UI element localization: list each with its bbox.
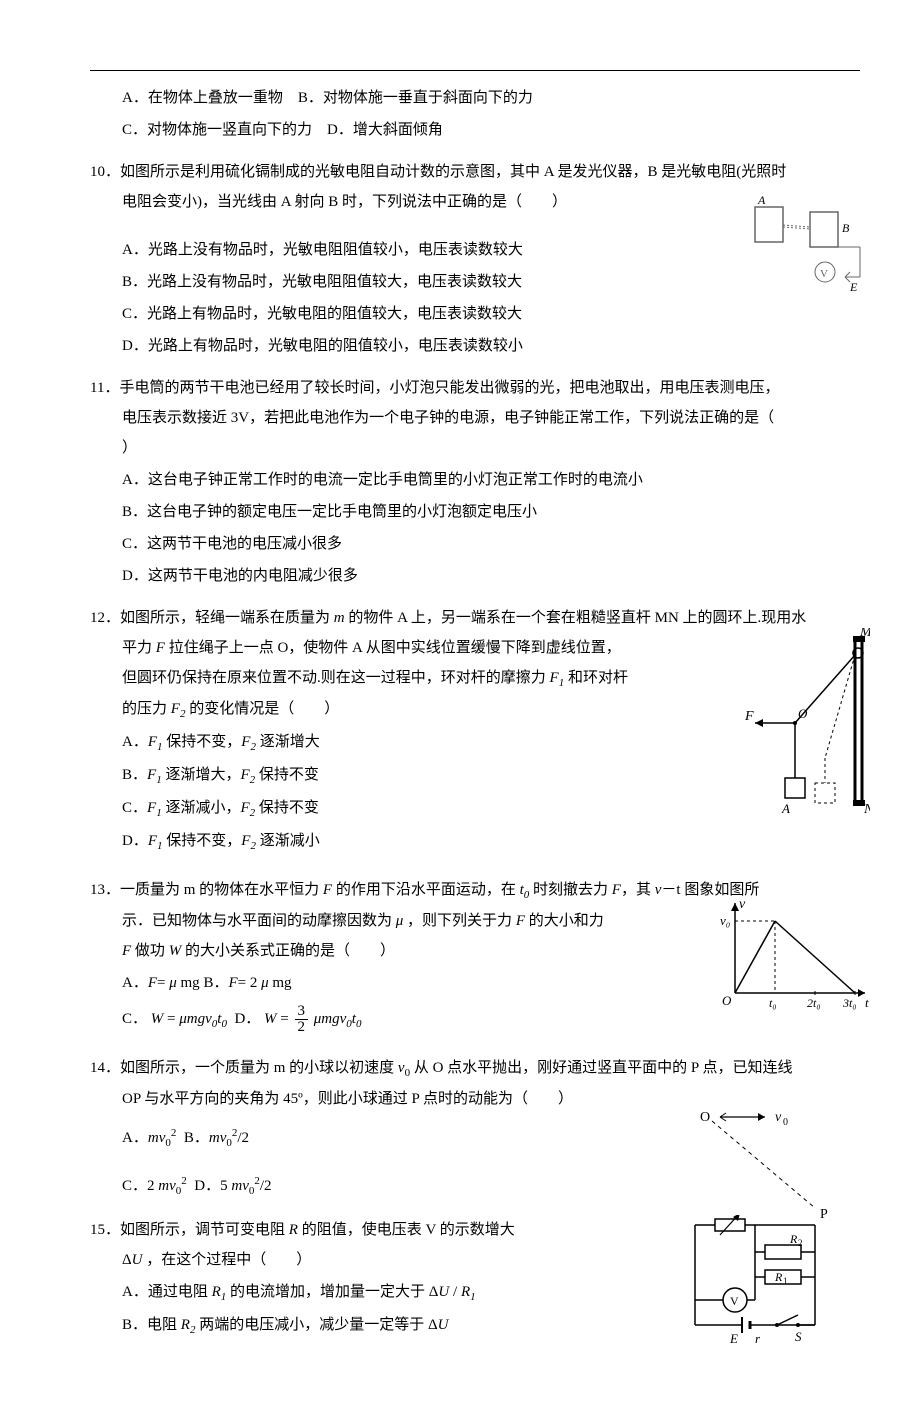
svg-text:O: O xyxy=(798,706,808,721)
svg-text:1: 1 xyxy=(783,1276,788,1286)
q14-figure: O v 0 P xyxy=(690,1103,850,1223)
svg-text:v: v xyxy=(739,897,746,912)
q15: 15．如图所示，调节可变电阻 R 的阻值，使电压表 V 的示数增大 ΔU ，在这… xyxy=(90,1215,860,1355)
q15-figure: R R 2 R 1 V E r xyxy=(680,1215,830,1345)
q12: 12．如图所示，轻绳一端系在质量为 m 的物件 A 上，另一端系在一个套在粗糙竖… xyxy=(90,603,860,857)
svg-text:E: E xyxy=(849,280,858,294)
q11-stem-line1: 11．手电筒的两节干电池已经用了较长时间，小灯泡只能发出微弱的光，把电池取出，用… xyxy=(90,373,860,403)
q12-figure: M N O F A xyxy=(740,628,870,818)
svg-text:t₀: t₀ xyxy=(769,996,777,1010)
svg-text:v₀: v₀ xyxy=(720,913,730,928)
svg-text:B: B xyxy=(842,221,850,235)
svg-text:N: N xyxy=(863,802,870,817)
svg-text:R: R xyxy=(789,1232,798,1246)
q10-optD: D．光路上有物品时，光敏电阻的阻值较小，电压表读数较小 xyxy=(122,331,860,361)
svg-text:S: S xyxy=(795,1329,802,1344)
q11-optA: A．这台电子钟正常工作时的电流一定比手电筒里的小灯泡正常工作时的电流小 xyxy=(122,465,860,495)
q11-optB: B．这台电子钟的额定电压一定比手电筒里的小灯泡额定电压小 xyxy=(122,497,860,527)
q13-figure: v t O v₀ t₀ 2t₀ 3t₀ xyxy=(715,893,875,1018)
svg-text:v: v xyxy=(775,1110,782,1125)
page-top-rule xyxy=(90,70,860,71)
svg-text:2t₀: 2t₀ xyxy=(807,996,821,1010)
svg-text:O: O xyxy=(722,993,732,1008)
svg-text:r: r xyxy=(755,1331,761,1345)
svg-text:V: V xyxy=(820,268,828,280)
q9-optA: A．在物体上叠放一重物 xyxy=(122,90,283,106)
q9-optB: B．对物体施一垂直于斜面向下的力 xyxy=(298,90,533,106)
q11-optD: D．这两节干电池的内电阻减少很多 xyxy=(122,561,860,591)
q10: 10．如图所示是利用硫化镉制成的光敏电阻自动计数的示意图，其中 A 是发光仪器，… xyxy=(90,157,860,361)
q11-optC: C．这两节干电池的电压减小很多 xyxy=(122,529,860,559)
q10-stem-line2: 电阻会变小)，当光线由 A 射向 B 时，下列说法中正确的是（ ） xyxy=(90,187,860,217)
q9-options: A．在物体上叠放一重物 B．对物体施一垂直于斜面向下的力 C．对物体施一竖直向下… xyxy=(90,83,860,145)
svg-text:F: F xyxy=(744,709,754,724)
q10-optC: C．光路上有物品时，光敏电阻的阻值较大，电压表读数较大 xyxy=(122,299,860,329)
svg-text:2: 2 xyxy=(798,1238,803,1248)
svg-text:M: M xyxy=(859,628,870,640)
q9-optD: D．增大斜面倾角 xyxy=(327,122,443,138)
q14: 14．如图所示，一个质量为 m 的小球以初速度 v0 从 O 点水平抛出，刚好通… xyxy=(90,1053,860,1203)
q14-stem-line1: 14．如图所示，一个质量为 m 的小球以初速度 v0 从 O 点水平抛出，刚好通… xyxy=(90,1053,860,1084)
q10-figure: A B V E xyxy=(750,187,870,297)
q11: 11．手电筒的两节干电池已经用了较长时间，小灯泡只能发出微弱的光，把电池取出，用… xyxy=(90,373,860,591)
svg-text:t: t xyxy=(865,995,869,1010)
svg-text:R: R xyxy=(717,1215,726,1218)
q11-stem-line3: ） xyxy=(90,433,860,463)
q9-optC: C．对物体施一竖直向下的力 xyxy=(122,122,312,138)
q13: 13．一质量为 m 的物体在水平恒力 F 的作用下沿水平面运动，在 t0 时刻撤… xyxy=(90,875,860,1035)
svg-text:0: 0 xyxy=(783,1117,788,1128)
svg-text:A: A xyxy=(781,801,790,816)
q14-fig-O: O xyxy=(700,1110,710,1125)
svg-text:R: R xyxy=(774,1270,783,1284)
q12-optD: D．F1 保持不变，F2 逐渐减小 xyxy=(122,826,860,857)
svg-text:3t₀: 3t₀ xyxy=(842,996,857,1010)
svg-text:V: V xyxy=(730,1294,739,1308)
q10-stem-line1: 10．如图所示是利用硫化镉制成的光敏电阻自动计数的示意图，其中 A 是发光仪器，… xyxy=(90,157,860,187)
q11-stem-line2: 电压表示数接近 3V，若把此电池作为一个电子钟的电源，电子钟能正常工作，下列说法… xyxy=(90,403,860,433)
svg-text:E: E xyxy=(729,1331,738,1345)
svg-text:A: A xyxy=(757,193,766,207)
